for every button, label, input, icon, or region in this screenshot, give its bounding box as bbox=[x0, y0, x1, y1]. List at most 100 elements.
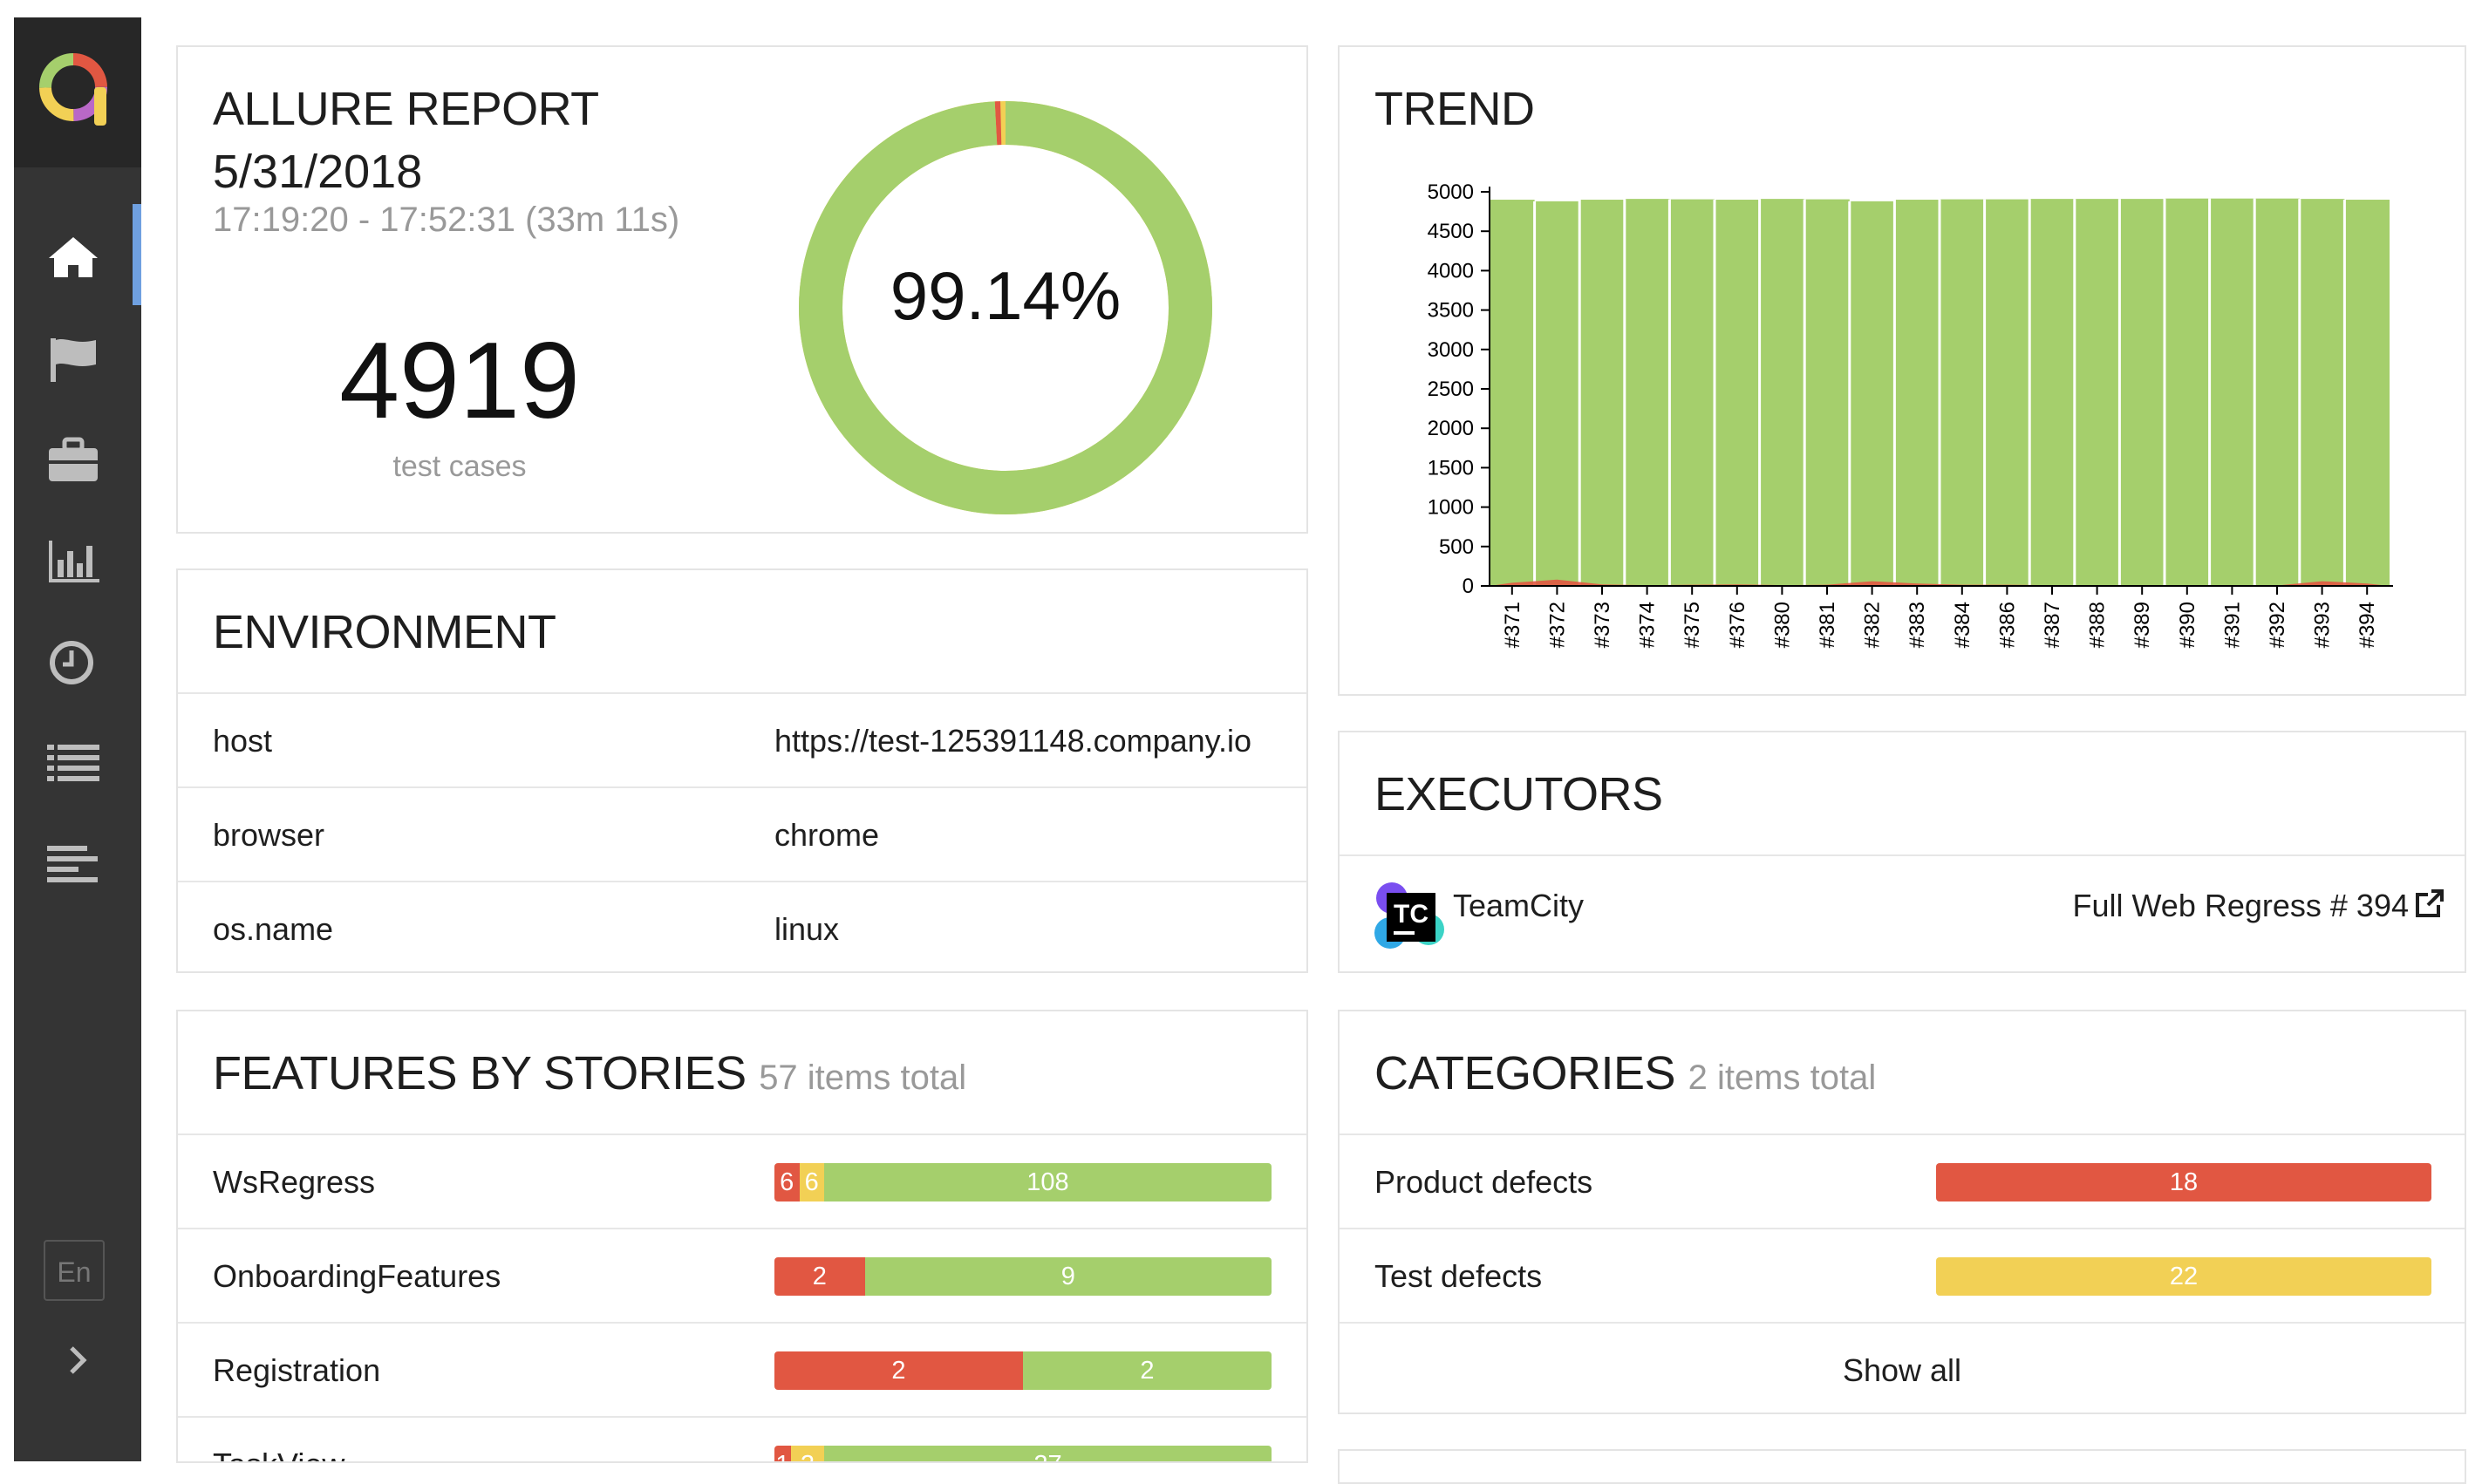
trend-area-passed bbox=[1984, 199, 2030, 586]
trend-x-tick-label: #394 bbox=[2356, 602, 2379, 648]
feature-row[interactable]: TaskView 1227 bbox=[178, 1416, 1306, 1461]
success-rate-donut bbox=[799, 101, 1212, 514]
trend-chart: 0 500 1000 1500 2000 2500 3000 3500 4000 4500 5000… bbox=[1428, 180, 2393, 648]
trend-area-passed bbox=[2299, 199, 2345, 587]
features-count: 57 items total bbox=[759, 1059, 967, 1097]
trend-y-tick-label: 4000 bbox=[1428, 259, 1474, 283]
features-title: FEATURES BY STORIES bbox=[213, 1047, 747, 1099]
trend-x-tick-label: #389 bbox=[2131, 602, 2154, 648]
nav-suites[interactable] bbox=[14, 406, 141, 507]
trend-area-passed bbox=[1759, 199, 1805, 587]
feature-name: Registration bbox=[213, 1352, 381, 1388]
trend-x-tick-label: #386 bbox=[1995, 602, 2019, 648]
bar-segment-passed: 9 bbox=[864, 1257, 1272, 1296]
feature-row[interactable]: WsRegress 6 6 108 bbox=[178, 1133, 1306, 1229]
category-row[interactable]: Product defects 18 bbox=[1340, 1133, 2465, 1229]
collapse-sidebar-button[interactable] bbox=[61, 1341, 96, 1379]
trend-y-tick-label: 3500 bbox=[1428, 299, 1474, 323]
env-row-host: host https://test-125391148.company.io bbox=[178, 692, 1306, 788]
nav-graphs[interactable] bbox=[14, 507, 141, 609]
env-row-browser: browser chrome bbox=[178, 786, 1306, 882]
environment-title: ENVIRONMENT bbox=[213, 606, 556, 658]
nav-behaviors[interactable] bbox=[14, 710, 141, 811]
bar-segment-failed: 18 bbox=[1936, 1163, 2431, 1201]
language-button[interactable]: En bbox=[44, 1240, 105, 1301]
list-icon bbox=[47, 745, 99, 781]
trend-y-tick-label: 3000 bbox=[1428, 338, 1474, 362]
logo[interactable] bbox=[14, 17, 141, 167]
chevron-right-icon bbox=[70, 1346, 87, 1374]
test-case-count-label: test cases bbox=[392, 450, 527, 483]
trend-x-tick-label: #374 bbox=[1636, 602, 1660, 648]
feature-status-bar[interactable]: 6 6 108 bbox=[774, 1163, 1272, 1201]
trend-y-tick-label: 1500 bbox=[1428, 456, 1474, 480]
trend-x-tick-label: #380 bbox=[1770, 602, 1794, 648]
success-rate-percent: 99.14% bbox=[890, 257, 1122, 334]
bar-segment-passed: 108 bbox=[824, 1163, 1272, 1201]
category-row[interactable]: Test defects 22 bbox=[1340, 1228, 2465, 1324]
env-key: os.name bbox=[213, 911, 334, 947]
trend-x-tick-label: #381 bbox=[1816, 602, 1839, 648]
trend-x-tick-label: #392 bbox=[2266, 602, 2289, 648]
show-all-link[interactable]: Show all bbox=[1340, 1322, 2465, 1413]
env-row-os: os.name linux bbox=[178, 881, 1306, 971]
nav-overview[interactable] bbox=[14, 204, 141, 305]
trend-area-passed bbox=[2254, 198, 2300, 586]
executors-title: EXECUTORS bbox=[1374, 768, 1663, 820]
nav-packages[interactable] bbox=[14, 811, 141, 912]
trend-x-tick-label: #383 bbox=[1906, 602, 1929, 648]
trend-x-tick-label: #384 bbox=[1951, 602, 1974, 648]
executor-row: TC TeamCity Full Web Regress # 394 bbox=[1340, 854, 2465, 971]
feature-status-bar[interactable]: 1227 bbox=[774, 1446, 1272, 1461]
bar-segment-passed: 2 bbox=[1023, 1351, 1272, 1390]
trend-area-passed bbox=[2165, 198, 2210, 586]
feature-name: WsRegress bbox=[213, 1164, 376, 1200]
executors-card: EXECUTORS TC TeamCity Full Web Regress #… bbox=[1338, 731, 2466, 973]
bar-segment-failed: 6 bbox=[774, 1163, 800, 1201]
categories-card: CATEGORIES 2 items total Product defects… bbox=[1338, 1010, 2466, 1414]
feature-name: OnboardingFeatures bbox=[213, 1258, 501, 1294]
executor-build-link[interactable]: Full Web Regress # 394 bbox=[2072, 888, 2409, 923]
trend-area-passed bbox=[2119, 199, 2165, 587]
trend-x-tick-label: #372 bbox=[1545, 602, 1569, 648]
trend-area-passed bbox=[1669, 199, 1715, 586]
summary-card: ALLURE REPORT 5/31/2018 17:19:20 - 17:52… bbox=[176, 45, 1308, 534]
trend-x-tick-label: #376 bbox=[1726, 602, 1749, 648]
trend-area-passed bbox=[2209, 198, 2255, 586]
env-key: host bbox=[213, 723, 273, 759]
trend-x-tick-label: #387 bbox=[2041, 602, 2064, 648]
external-link-icon[interactable] bbox=[2414, 888, 2445, 919]
env-value: linux bbox=[774, 911, 840, 947]
trend-x-tick-label: #382 bbox=[1861, 602, 1885, 648]
environment-card: ENVIRONMENT host https://test-125391148.… bbox=[176, 568, 1308, 973]
trend-area-passed bbox=[1490, 200, 1535, 587]
category-name: Test defects bbox=[1374, 1258, 1543, 1294]
trend-area-passed bbox=[2029, 199, 2075, 587]
category-bar[interactable]: 18 bbox=[1936, 1163, 2431, 1201]
trend-card: TREND 0 500 1000 1500 2000 2500 3000 3500 4000 45… bbox=[1338, 45, 2466, 696]
bar-segment-failed: 1 bbox=[774, 1446, 791, 1461]
trend-title: TREND bbox=[1374, 83, 1535, 135]
env-key: browser bbox=[213, 817, 325, 853]
trend-area-passed bbox=[1624, 199, 1670, 587]
trend-area-passed bbox=[1849, 201, 1895, 586]
flag-icon bbox=[51, 338, 96, 382]
env-value: https://test-125391148.company.io bbox=[774, 723, 1252, 759]
nav-categories[interactable] bbox=[14, 305, 141, 406]
bar-chart-icon bbox=[49, 541, 99, 582]
teamcity-logo-text: TC bbox=[1394, 900, 1429, 929]
bar-segment-passed: 27 bbox=[824, 1446, 1272, 1461]
bar-segment-failed: 2 bbox=[774, 1351, 1023, 1390]
trend-y-tick-label: 1000 bbox=[1428, 496, 1474, 520]
report-title: ALLURE REPORT bbox=[213, 83, 599, 135]
trend-y-tick-label: 2000 bbox=[1428, 417, 1474, 440]
teamcity-logo-icon: TC bbox=[1374, 882, 1444, 949]
trend-x-tick-label: #388 bbox=[2086, 602, 2110, 648]
report-date: 5/31/2018 bbox=[213, 146, 423, 198]
category-bar[interactable]: 22 bbox=[1936, 1257, 2431, 1296]
nav-timeline[interactable] bbox=[14, 609, 141, 710]
